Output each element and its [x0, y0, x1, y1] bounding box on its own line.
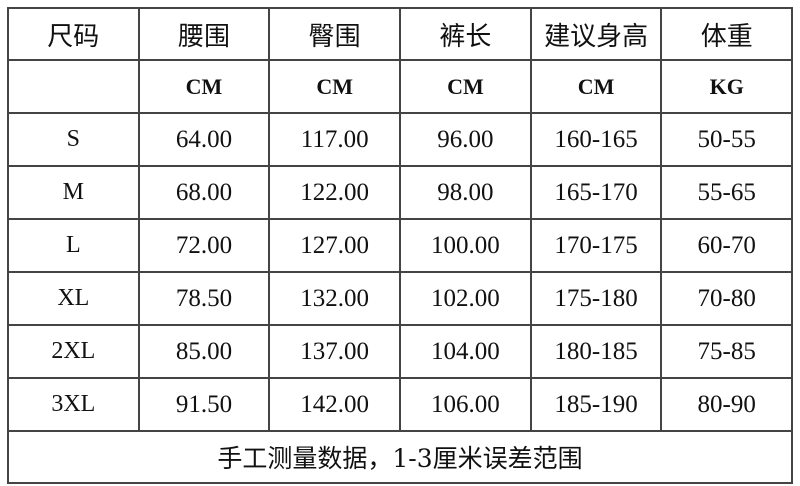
value-cell: 80-90: [660, 377, 793, 432]
table-row: S 64.00 117.00 96.00 160-165 50-55: [7, 112, 793, 167]
footer-row: 手工测量数据，1-3厘米误差范围: [7, 430, 793, 484]
size-chart-table: 尺码 腰围 臀围 裤长 建议身高 体重 CM CM CM CM KG S 64.0…: [7, 7, 793, 484]
value-cell: 180-185: [529, 324, 663, 379]
header-cell: 体重: [660, 7, 793, 61]
value-cell: 64.00: [137, 112, 271, 167]
value-cell: 104.00: [399, 324, 532, 379]
header-cell: 裤长: [399, 7, 532, 61]
value-cell: 85.00: [137, 324, 271, 379]
unit-cell: CM: [137, 59, 271, 114]
value-cell: 165-170: [529, 165, 663, 220]
value-cell: 137.00: [268, 324, 402, 379]
value-cell: 68.00: [137, 165, 271, 220]
value-cell: 102.00: [399, 271, 532, 326]
value-cell: 117.00: [268, 112, 402, 167]
value-cell: 127.00: [268, 218, 402, 273]
table-row: L 72.00 127.00 100.00 170-175 60-70: [7, 218, 793, 273]
unit-cell: KG: [660, 59, 793, 114]
size-cell: 3XL: [7, 377, 140, 432]
value-cell: 100.00: [399, 218, 532, 273]
value-cell: 170-175: [529, 218, 663, 273]
size-cell: XL: [7, 271, 140, 326]
value-cell: 72.00: [137, 218, 271, 273]
size-cell: M: [7, 165, 140, 220]
size-cell: L: [7, 218, 140, 273]
value-cell: 70-80: [660, 271, 793, 326]
table-row: M 68.00 122.00 98.00 165-170 55-65: [7, 165, 793, 220]
value-cell: 55-65: [660, 165, 793, 220]
footer-note: 手工测量数据，1-3厘米误差范围: [7, 430, 793, 484]
header-cell: 建议身高: [529, 7, 663, 61]
table-row: 2XL 85.00 137.00 104.00 180-185 75-85: [7, 324, 793, 379]
value-cell: 96.00: [399, 112, 532, 167]
value-cell: 122.00: [268, 165, 402, 220]
size-cell: S: [7, 112, 140, 167]
value-cell: 185-190: [529, 377, 663, 432]
table-row: XL 78.50 132.00 102.00 175-180 70-80: [7, 271, 793, 326]
header-cell: 尺码: [7, 7, 140, 61]
size-cell: 2XL: [7, 324, 140, 379]
header-cell: 腰围: [137, 7, 271, 61]
value-cell: 106.00: [399, 377, 532, 432]
value-cell: 78.50: [137, 271, 271, 326]
value-cell: 75-85: [660, 324, 793, 379]
table-row: 3XL 91.50 142.00 106.00 185-190 80-90: [7, 377, 793, 432]
units-row: CM CM CM CM KG: [7, 59, 793, 114]
value-cell: 60-70: [660, 218, 793, 273]
value-cell: 91.50: [137, 377, 271, 432]
value-cell: 50-55: [660, 112, 793, 167]
value-cell: 98.00: [399, 165, 532, 220]
value-cell: 160-165: [529, 112, 663, 167]
value-cell: 142.00: [268, 377, 402, 432]
unit-cell: [7, 59, 140, 114]
unit-cell: CM: [529, 59, 663, 114]
unit-cell: CM: [268, 59, 402, 114]
header-cell: 臀围: [268, 7, 402, 61]
header-row: 尺码 腰围 臀围 裤长 建议身高 体重: [7, 7, 793, 61]
unit-cell: CM: [399, 59, 532, 114]
value-cell: 132.00: [268, 271, 402, 326]
value-cell: 175-180: [529, 271, 663, 326]
